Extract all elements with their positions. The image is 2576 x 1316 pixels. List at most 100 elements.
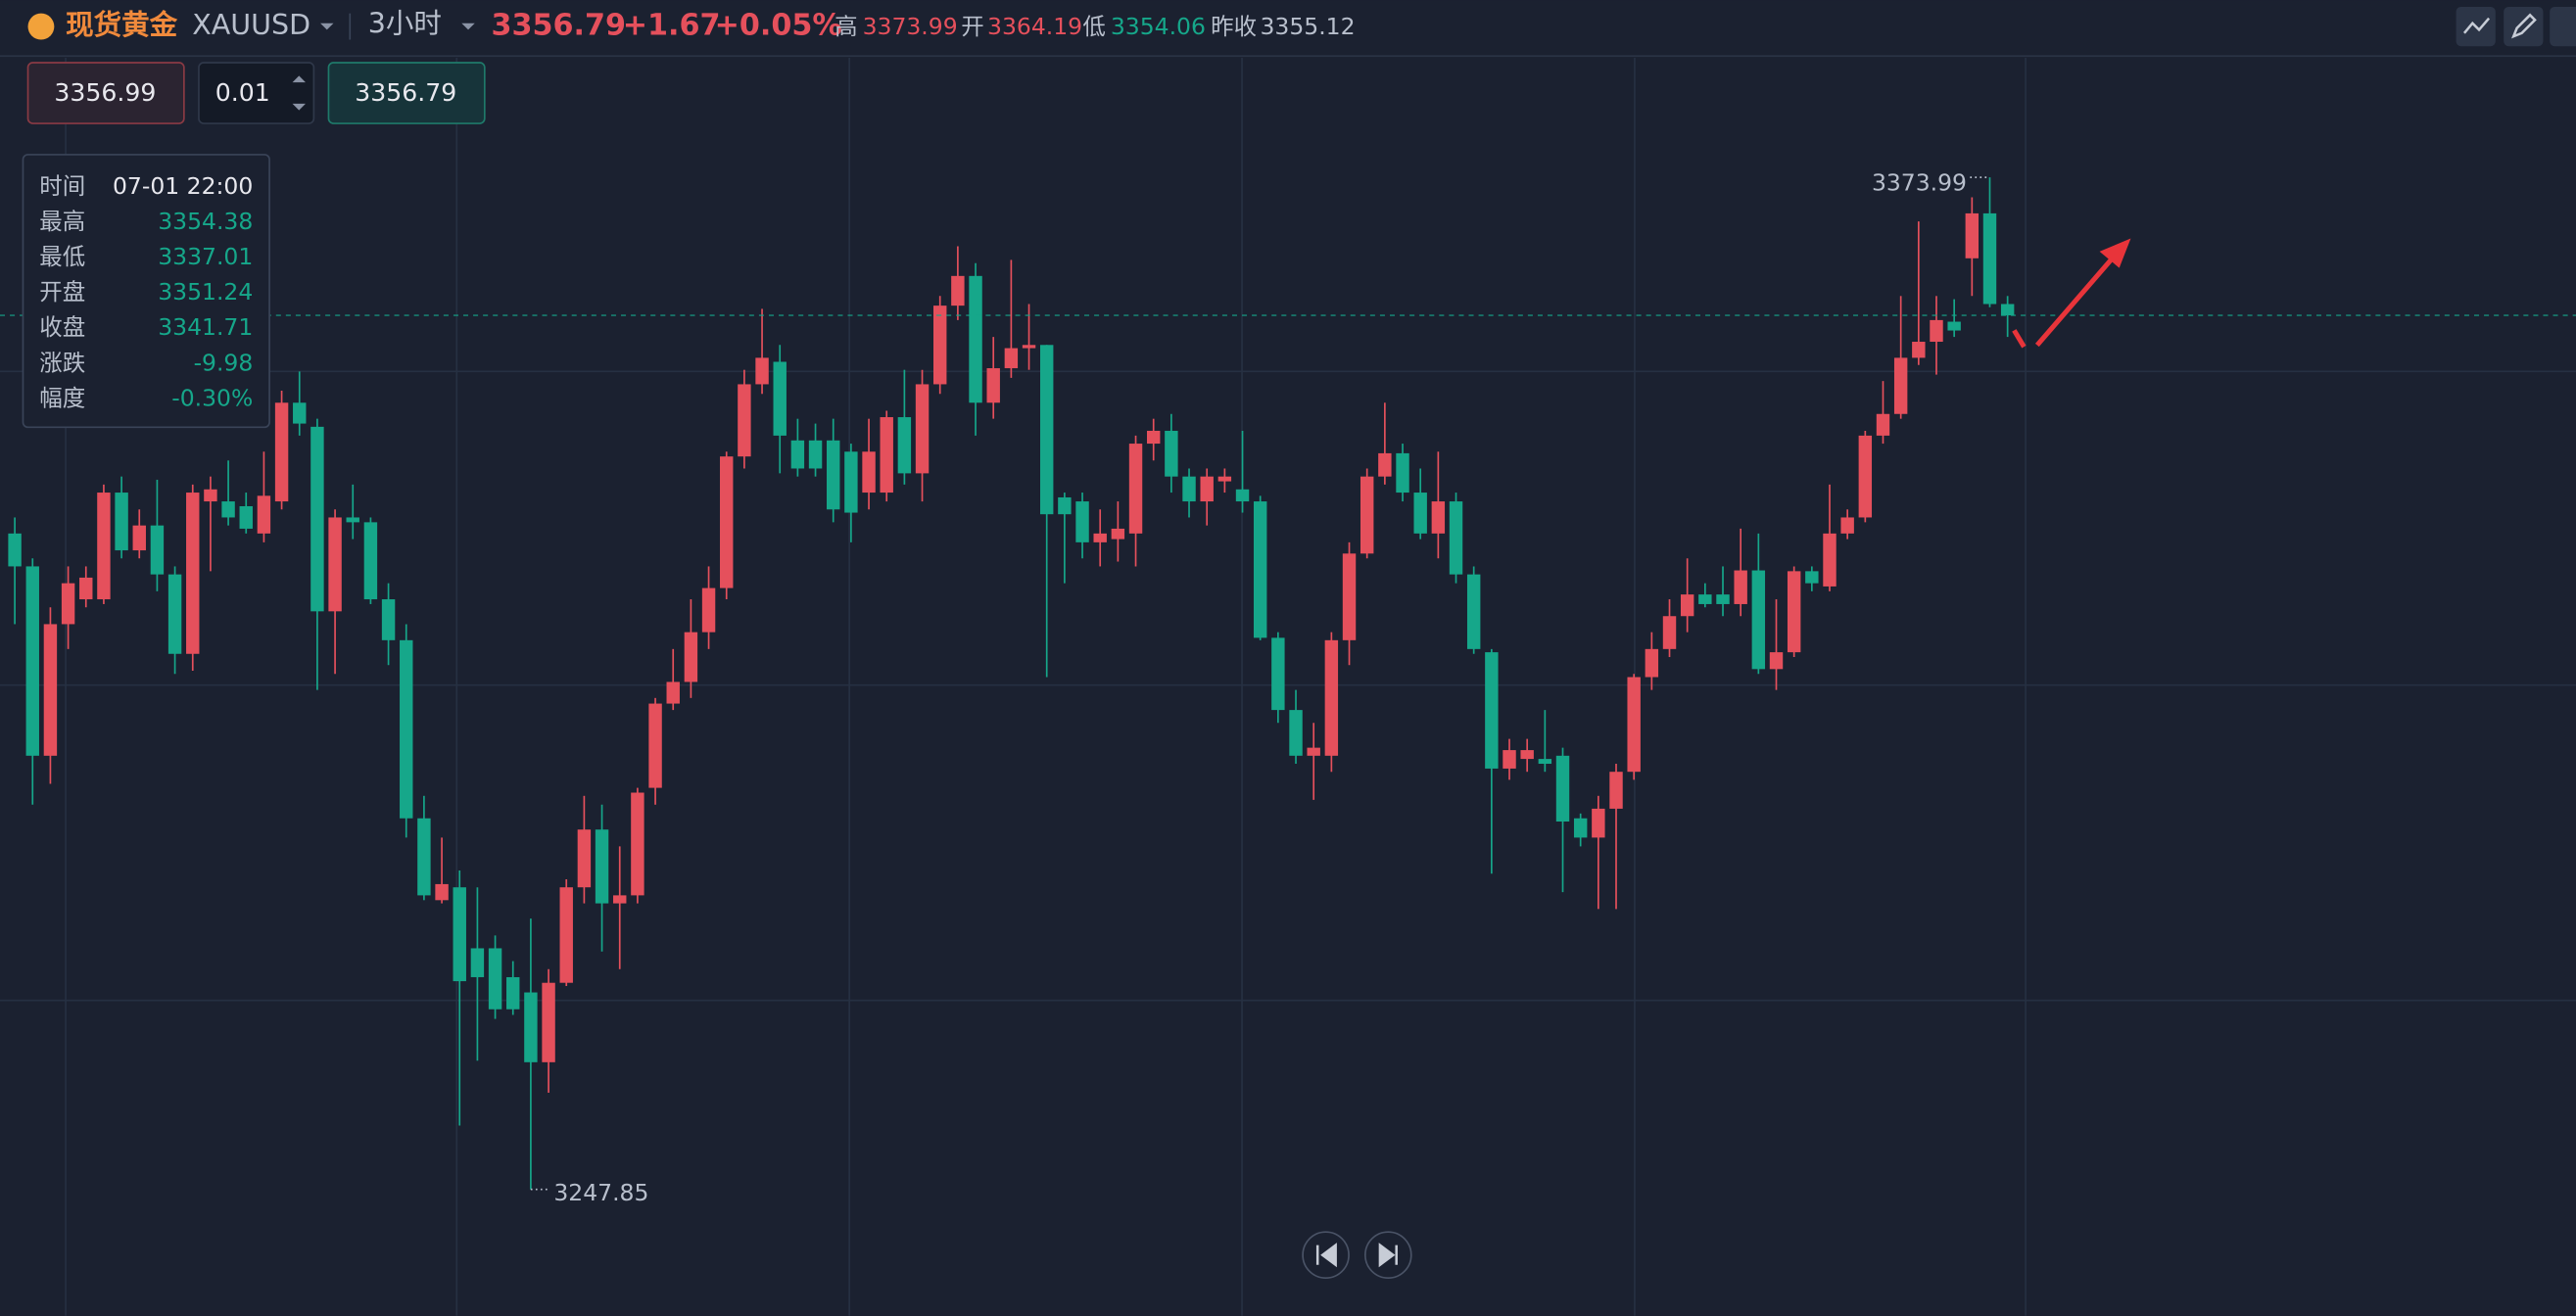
symbol-code[interactable]: XAUUSD <box>192 9 310 41</box>
stat-label: 低 <box>1082 13 1105 40</box>
candle-body <box>274 402 289 502</box>
candle-body <box>1592 808 1605 838</box>
candle-body <box>2000 304 2015 316</box>
candle-body <box>1111 528 1125 540</box>
quantity: 0.01 <box>215 78 270 107</box>
quantity-input[interactable] <box>198 62 315 124</box>
candle-body <box>1146 430 1161 445</box>
candle-body <box>755 357 769 385</box>
candle-body <box>1058 496 1072 515</box>
candle-body <box>969 275 982 403</box>
candle-body <box>1947 321 1961 331</box>
symbol-name[interactable]: 现货黄金 <box>66 9 178 41</box>
candle-body <box>310 426 324 612</box>
price-change-pct: +0.05% <box>715 9 842 43</box>
icon <box>1315 1243 1337 1268</box>
candle-body <box>790 440 805 469</box>
symbol-icon <box>27 13 55 40</box>
stat-label: 开 <box>961 13 983 40</box>
candle-body <box>132 525 146 551</box>
icon <box>2511 13 2537 39</box>
candle-body <box>1858 435 1873 518</box>
candle-body <box>701 588 716 633</box>
candle-body <box>1609 772 1623 809</box>
candle-body <box>257 495 271 534</box>
candle-body <box>1022 345 1036 349</box>
interval[interactable]: 3小时 <box>368 7 442 39</box>
candle-body <box>1734 570 1747 604</box>
candle-body <box>1253 501 1267 638</box>
candle-body <box>346 517 359 523</box>
candle-body <box>204 489 217 502</box>
candle-body <box>808 440 823 469</box>
candle-body <box>1520 750 1534 760</box>
candle-body <box>1627 677 1641 773</box>
candle-body <box>150 525 165 575</box>
candle-body <box>542 982 555 1062</box>
tooltip-value: 3351.24 <box>158 278 253 306</box>
candle-body <box>435 883 449 901</box>
candle-body <box>1787 571 1801 653</box>
candle-body <box>738 384 751 457</box>
stat-value: 3364.19 <box>987 13 1082 40</box>
tooltip-label: 幅度 <box>39 384 85 411</box>
candle-body <box>453 887 466 982</box>
candle-body <box>1128 444 1143 534</box>
candle-body <box>43 624 58 756</box>
caret <box>461 23 475 30</box>
candle-body <box>1930 319 1943 343</box>
candle-body <box>488 948 502 1010</box>
candle-body <box>1485 652 1499 769</box>
candle-body <box>1769 652 1784 670</box>
candles: 3373.99 3247.85 <box>0 168 2576 1206</box>
candle-body <box>897 417 912 474</box>
draw-button[interactable] <box>2504 6 2544 47</box>
candle-body <box>1378 452 1392 477</box>
candle-body <box>186 493 200 654</box>
candle-body <box>1840 517 1854 534</box>
settings-button[interactable] <box>2550 6 2576 47</box>
candle-body <box>1538 759 1552 765</box>
candle-body <box>1004 348 1019 369</box>
candle-body <box>720 456 734 588</box>
stat-value: 3373.99 <box>863 13 958 40</box>
candle-body <box>1466 574 1481 649</box>
price-change: +1.67 <box>623 9 721 43</box>
candle-body <box>1217 476 1232 482</box>
tooltip-value: 3337.01 <box>158 243 253 270</box>
candle-body <box>1751 570 1766 670</box>
candle-body <box>363 522 378 600</box>
toolbar <box>2456 6 2576 47</box>
candle-body <box>1876 413 1890 436</box>
candle-body <box>97 493 111 600</box>
candle-body <box>1235 489 1250 502</box>
tooltip-value: -9.98 <box>194 349 254 376</box>
icon <box>1378 1243 1398 1268</box>
candle-body <box>381 599 396 640</box>
candle-body <box>1965 212 1980 258</box>
candle-body <box>1982 212 1997 305</box>
candle-body <box>400 639 413 819</box>
candle-body <box>1165 430 1178 477</box>
candle-body <box>221 501 235 518</box>
candle-body <box>684 632 698 682</box>
buy-button[interactable] <box>327 62 486 124</box>
candle-body <box>595 829 609 904</box>
last-price: 3356.79 <box>492 9 627 43</box>
tooltip-label: 最高 <box>39 208 85 235</box>
candle-body <box>470 948 485 977</box>
candle-body <box>951 275 965 306</box>
min-label: 3247.85 <box>553 1179 648 1206</box>
candle-body <box>915 384 930 474</box>
icon <box>2462 17 2491 34</box>
tooltip-value: 07-01 22:00 <box>113 172 253 200</box>
candle-body <box>115 493 128 551</box>
tooltip-box <box>22 154 270 429</box>
tooltip-label: 涨跌 <box>39 349 85 376</box>
candle-body <box>79 577 93 600</box>
candle-body <box>844 451 858 513</box>
candle-body <box>1396 452 1409 494</box>
tooltip-label: 时间 <box>39 172 85 200</box>
candle-body <box>1093 533 1107 542</box>
sell-button[interactable] <box>26 62 185 124</box>
